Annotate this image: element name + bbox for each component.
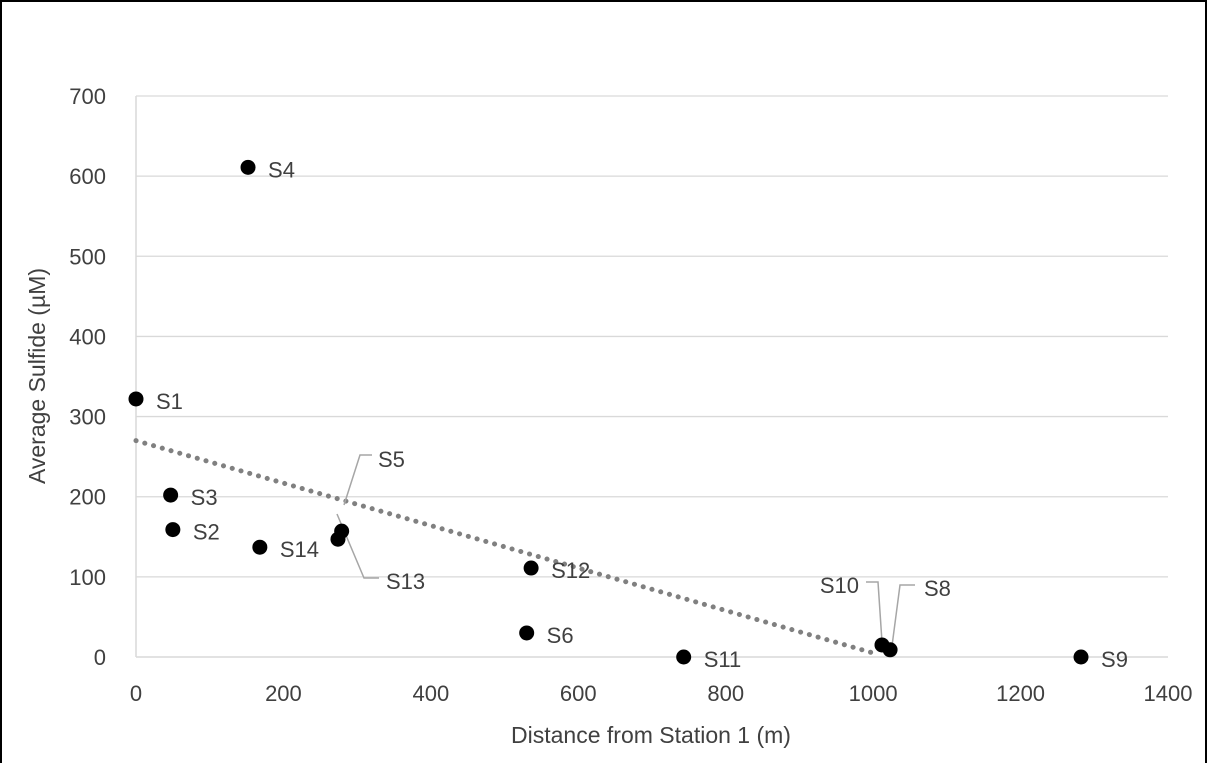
x-axis-title: Distance from Station 1 (m) [511, 722, 791, 748]
data-point-s10 [874, 637, 890, 653]
leader-line-s13 [336, 513, 379, 579]
data-point-s14 [252, 539, 268, 555]
y-tick-label: 200 [69, 485, 106, 510]
point-label-s2: S2 [193, 520, 220, 545]
data-point-s3 [163, 487, 179, 503]
x-tick-label: 600 [560, 681, 597, 706]
point-label-s5: S5 [378, 447, 405, 472]
x-tick-label: 800 [707, 681, 744, 706]
x-tick-label: 1000 [849, 681, 898, 706]
gridlines [136, 95, 1168, 578]
x-tick-label: 200 [265, 681, 302, 706]
leader-lines [336, 454, 915, 647]
point-label-s4: S4 [268, 157, 295, 182]
y-tick-label: 600 [69, 164, 106, 189]
point-label-s9: S9 [1101, 647, 1128, 672]
data-point-s1 [128, 391, 144, 407]
point-labels: S1 S2 S3 S4 S5 S6 S8 S9 S10 S11 S12 S13 S14 [156, 157, 1128, 672]
point-label-s6: S6 [547, 623, 574, 648]
leader-line-s10 [866, 581, 883, 643]
y-tick-label: 700 [69, 84, 106, 109]
leader-line-s5 [343, 454, 372, 506]
data-points [128, 159, 1089, 665]
leader-line-s8 [891, 584, 915, 647]
data-point-s12 [523, 560, 539, 576]
y-tick-label: 100 [69, 565, 106, 590]
point-label-s14: S14 [280, 537, 319, 562]
x-tick-label: 400 [412, 681, 449, 706]
y-tick-label: 300 [69, 405, 106, 430]
data-point-s11 [676, 649, 692, 665]
x-tick-label: 1400 [1144, 681, 1193, 706]
point-label-s8: S8 [924, 576, 951, 601]
x-tick-label: 0 [130, 681, 142, 706]
point-label-s3: S3 [191, 485, 218, 510]
y-axis-title: Average Sulfide (µM) [24, 268, 50, 484]
data-point-s2 [165, 522, 181, 538]
data-point-s9 [1073, 649, 1089, 665]
trendline [133, 438, 876, 656]
x-tick-label: 1200 [996, 681, 1045, 706]
data-point-s13 [330, 531, 346, 547]
point-label-s12: S12 [551, 558, 590, 583]
point-label-s1: S1 [156, 389, 183, 414]
y-tick-label: 0 [94, 645, 106, 670]
trendline-layer [133, 438, 876, 656]
data-point-s4 [240, 159, 256, 175]
point-label-s11: S11 [704, 647, 742, 672]
axes: 0 100 200 300 400 500 600 700 0 200 400 600 800 1000 1… [69, 84, 1192, 706]
point-label-s10: S10 [820, 573, 859, 598]
point-label-s13: S13 [386, 569, 425, 594]
y-tick-label: 500 [69, 244, 106, 269]
data-point-s6 [519, 625, 535, 641]
y-tick-label: 400 [69, 324, 106, 349]
